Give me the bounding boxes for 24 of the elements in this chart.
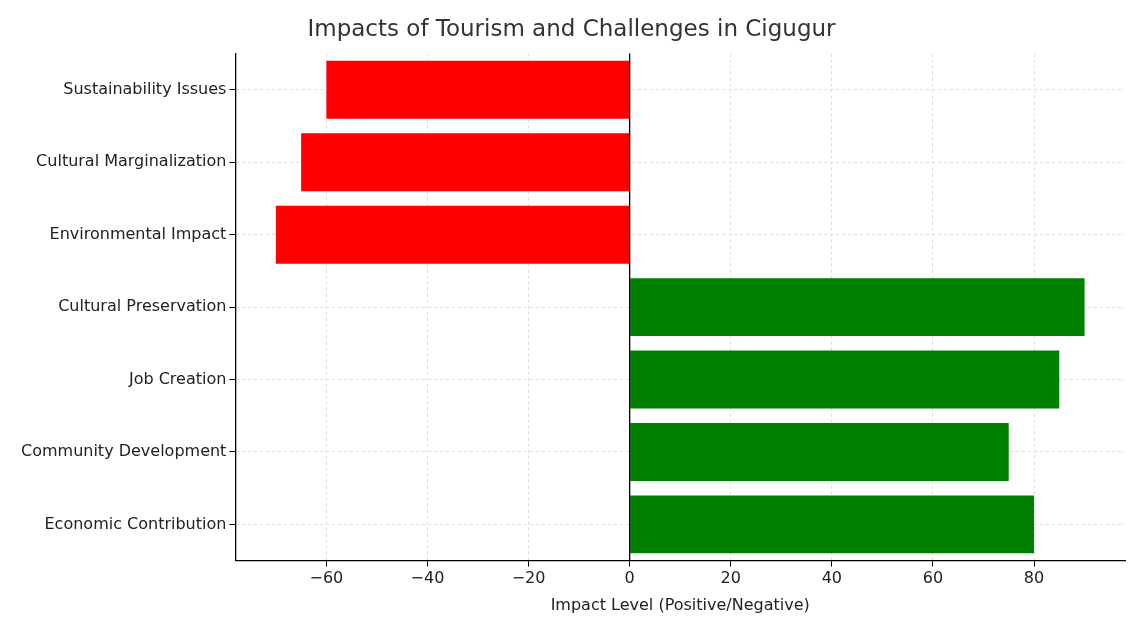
x-tick-label: 0 — [624, 568, 635, 588]
bar — [630, 278, 1085, 337]
bar — [630, 350, 1060, 409]
bar — [630, 422, 1009, 481]
x-axis-title: Impact Level (Positive/Negative) — [550, 594, 810, 614]
y-tick-label: Economic Contribution — [44, 513, 227, 533]
x-tick-label: 60 — [922, 568, 944, 588]
x-tick-label: 80 — [1023, 568, 1045, 588]
bar — [275, 205, 630, 264]
y-tick-label: Cultural Marginalization — [36, 151, 227, 171]
bar — [301, 133, 630, 192]
chart-title: Impacts of Tourism and Challenges in Cigugur — [307, 14, 837, 41]
bar — [630, 495, 1035, 554]
y-tick-label: Community Development — [20, 441, 227, 461]
y-tick-label: Cultural Preservation — [58, 296, 227, 316]
x-tick-label: −40 — [410, 568, 445, 588]
x-tick-label: −20 — [511, 568, 546, 588]
y-tick-label: Environmental Impact — [49, 223, 227, 243]
bar — [326, 60, 630, 119]
x-tick-label: 40 — [821, 568, 843, 588]
x-tick-label: −60 — [309, 568, 344, 588]
y-tick-label: Sustainability Issues — [63, 78, 227, 98]
y-tick-label: Job Creation — [127, 368, 227, 388]
x-tick-label: 20 — [720, 568, 741, 588]
